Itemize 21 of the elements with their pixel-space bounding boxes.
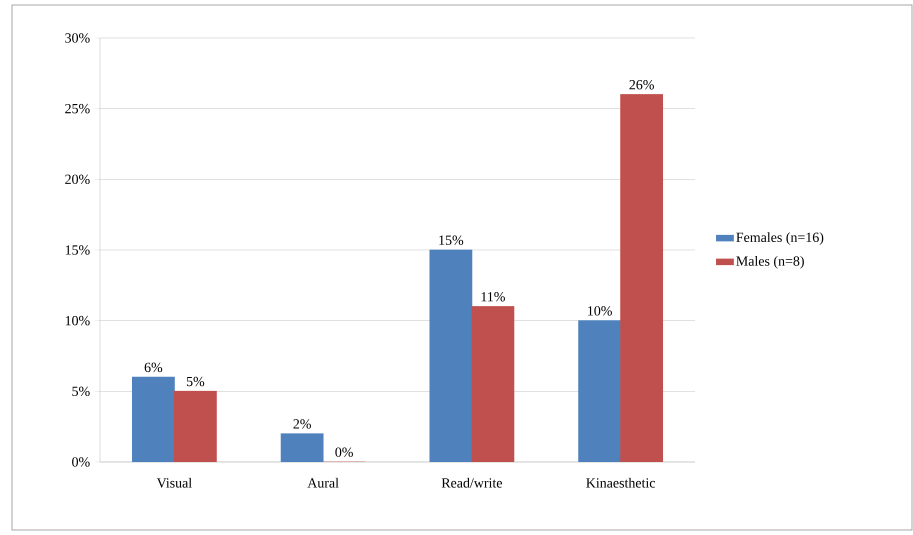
y-tick-label: 10% (66, 316, 90, 326)
data-label: 11% (482, 292, 505, 302)
x-tick-label: Aural (307, 478, 339, 488)
data-label: 15% (439, 235, 464, 245)
x-tick-label: Read/write (442, 478, 502, 488)
data-label: 5% (186, 376, 204, 386)
y-tick-label: 5% (72, 386, 90, 396)
data-label: 2% (293, 419, 311, 429)
y-tick-label: 20% (65, 174, 90, 184)
x-tick-label: Visual (156, 478, 192, 488)
y-tick-label: 15% (66, 245, 90, 255)
x-tick-label: Kinaesthetic (586, 478, 656, 488)
legend-label: Males (n=8) (736, 256, 804, 269)
legend-label: Females (n=16) (736, 232, 824, 245)
data-label: 6% (144, 362, 162, 372)
y-tick-label: 0% (72, 457, 90, 467)
y-tick-label: 25% (65, 104, 90, 114)
data-label: 0% (335, 447, 353, 457)
data-label: 10% (588, 306, 612, 316)
y-tick-label: 30% (65, 33, 90, 43)
data-label: 26% (629, 80, 654, 90)
